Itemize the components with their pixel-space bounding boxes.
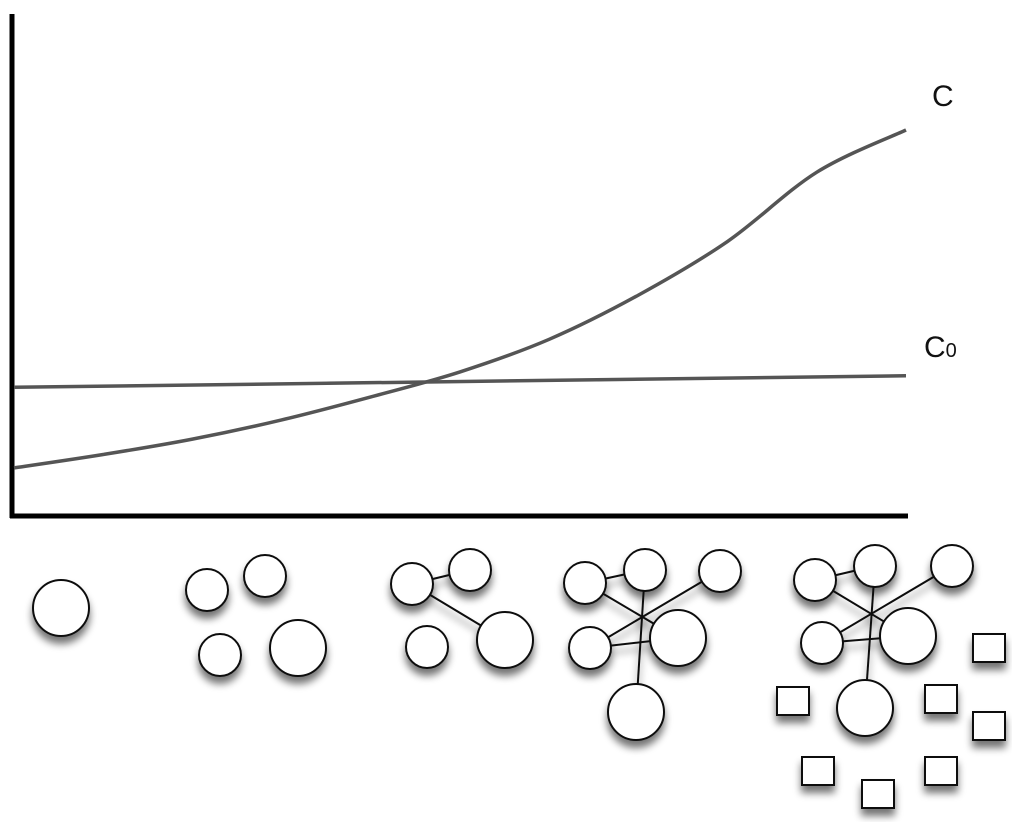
network-stage-4 xyxy=(563,548,742,741)
network-link xyxy=(821,565,953,644)
node-circle xyxy=(185,568,229,612)
node-circle xyxy=(198,633,242,677)
node-square xyxy=(972,633,1006,663)
network-link xyxy=(589,570,721,649)
node-square xyxy=(801,756,835,786)
network-stage-1 xyxy=(32,579,90,637)
node-circle xyxy=(476,611,534,669)
node-circle xyxy=(390,562,434,606)
node-circle xyxy=(563,561,607,605)
node-circle xyxy=(836,679,894,737)
series-label-c0-subscript: 0 xyxy=(946,340,957,362)
series-layer xyxy=(13,128,907,470)
series-label-c0: C0 xyxy=(924,331,957,364)
network-stage-2 xyxy=(185,554,327,677)
node-square xyxy=(861,779,895,809)
series-label-c0-main: C xyxy=(924,331,946,364)
node-circle xyxy=(448,548,492,592)
node-circle xyxy=(853,544,897,588)
node-circle xyxy=(623,548,667,592)
node-circle xyxy=(405,625,449,669)
node-circle xyxy=(879,607,937,665)
series-label-c: C xyxy=(932,80,954,113)
node-circle xyxy=(32,579,90,637)
network-stage-5 xyxy=(776,544,1006,809)
node-square xyxy=(776,686,810,716)
node-circle xyxy=(649,609,707,667)
node-circle xyxy=(243,554,287,598)
node-circle xyxy=(698,549,742,593)
node-square xyxy=(924,756,958,786)
node-circle xyxy=(793,558,837,602)
node-circle xyxy=(269,619,327,677)
node-circle xyxy=(607,683,665,741)
series-line-c0 xyxy=(13,374,907,390)
node-square xyxy=(924,684,958,714)
network-stage-3 xyxy=(390,548,534,669)
node-circle xyxy=(568,626,612,670)
node-square xyxy=(972,711,1006,741)
node-circle xyxy=(930,544,974,588)
series-line-c xyxy=(13,128,907,470)
network-stages xyxy=(32,544,1006,809)
node-circle xyxy=(800,621,844,665)
